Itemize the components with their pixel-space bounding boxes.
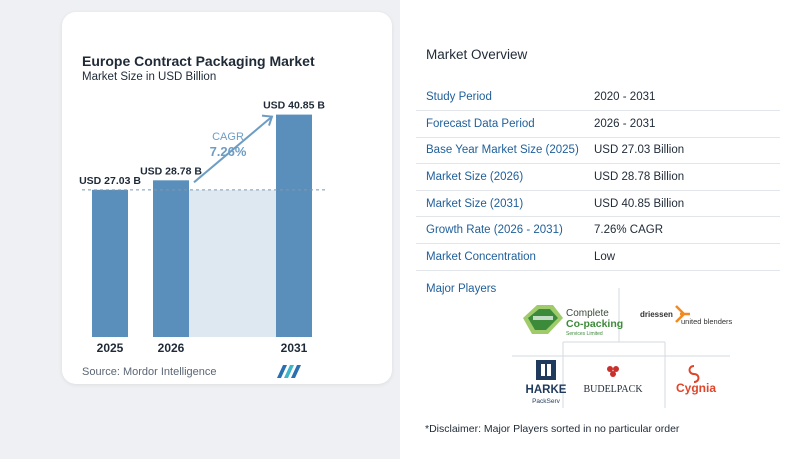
cygnia-logo: Cygnia (676, 365, 716, 395)
category-label: 2026 (158, 341, 185, 355)
growth-arrow-head (261, 114, 274, 126)
svg-text:Complete: Complete (566, 308, 609, 319)
row-value: Low (584, 243, 780, 271)
source-note: Source: Mordor Intelligence (82, 366, 217, 378)
harke-packserv-logo: HARKE PackServ (526, 360, 567, 405)
data-label: USD 28.78 B (140, 165, 202, 177)
table-row: Market Size (2031) USD 40.85 Billion (416, 190, 780, 218)
complete-copacking-logo: Complete Co-packing Services Limited (523, 305, 623, 337)
market-overview-title: Market Overview (426, 47, 528, 62)
svg-text:united blenders: united blenders (681, 317, 733, 326)
chart-subtitle: Market Size in USD Billion (82, 71, 217, 83)
row-value: 2020 - 2031 (584, 84, 780, 112)
row-key: Market Size (2031) (416, 190, 584, 218)
table-row: Study Period 2020 - 2031 (416, 84, 780, 112)
row-key: Growth Rate (2026 - 2031) (416, 216, 584, 245)
table-row: Growth Rate (2026 - 2031) 7.26% CAGR (416, 216, 780, 245)
bar-2031 (276, 114, 312, 337)
svg-text:Services Limited: Services Limited (566, 331, 603, 337)
row-key: Market Concentration (416, 243, 584, 271)
row-value: USD 27.03 Billion (584, 137, 780, 165)
svg-text:HARKE: HARKE (526, 384, 567, 396)
row-key: Base Year Market Size (2025) (416, 137, 584, 165)
mordor-intelligence-logo (277, 365, 301, 378)
growth-arrow (193, 115, 273, 184)
svg-text:PackServ: PackServ (532, 398, 561, 405)
data-label: USD 27.03 B (79, 175, 141, 187)
market-overview-table: Study Period 2020 - 2031 Forecast Data Pe… (416, 84, 780, 271)
row-key: Study Period (416, 84, 584, 112)
table-row: Base Year Market Size (2025) USD 27.03 Bi… (416, 137, 780, 165)
row-value: USD 28.78 Billion (584, 163, 780, 191)
cagr-value: 7.26% (210, 144, 247, 159)
data-label: USD 40.85 B (263, 100, 325, 112)
table-row: Market Concentration Low (416, 243, 780, 271)
table-row: Forecast Data Period 2026 - 2031 (416, 110, 780, 138)
bar-2025 (92, 189, 128, 337)
budelpack-logo: BUDELPACK (583, 366, 643, 395)
row-value: 2026 - 2031 (584, 110, 780, 138)
major-players-title: Major Players (426, 283, 497, 295)
cagr-label: CAGR (212, 131, 244, 143)
svg-text:BUDELPACK: BUDELPACK (583, 384, 643, 395)
chart-title: Europe Contract Packaging Market (82, 53, 315, 69)
growth-shade (189, 189, 276, 337)
bar-2026 (153, 180, 189, 337)
driessen-united-blenders-logo: driessen united blenders (640, 305, 733, 326)
svg-text:Co-packing: Co-packing (566, 318, 623, 330)
row-key: Market Size (2026) (416, 163, 584, 191)
category-label: 2025 (97, 341, 124, 355)
row-key: Forecast Data Period (416, 110, 584, 138)
row-value: USD 40.85 Billion (584, 190, 780, 218)
svg-text:Cygnia: Cygnia (676, 381, 716, 395)
svg-text:driessen: driessen (640, 310, 673, 319)
row-value: 7.26% CAGR (584, 216, 780, 245)
category-label: 2031 (281, 341, 308, 355)
disclaimer: *Disclaimer: Major Players sorted in no … (425, 423, 680, 435)
table-row: Market Size (2026) USD 28.78 Billion (416, 163, 780, 191)
